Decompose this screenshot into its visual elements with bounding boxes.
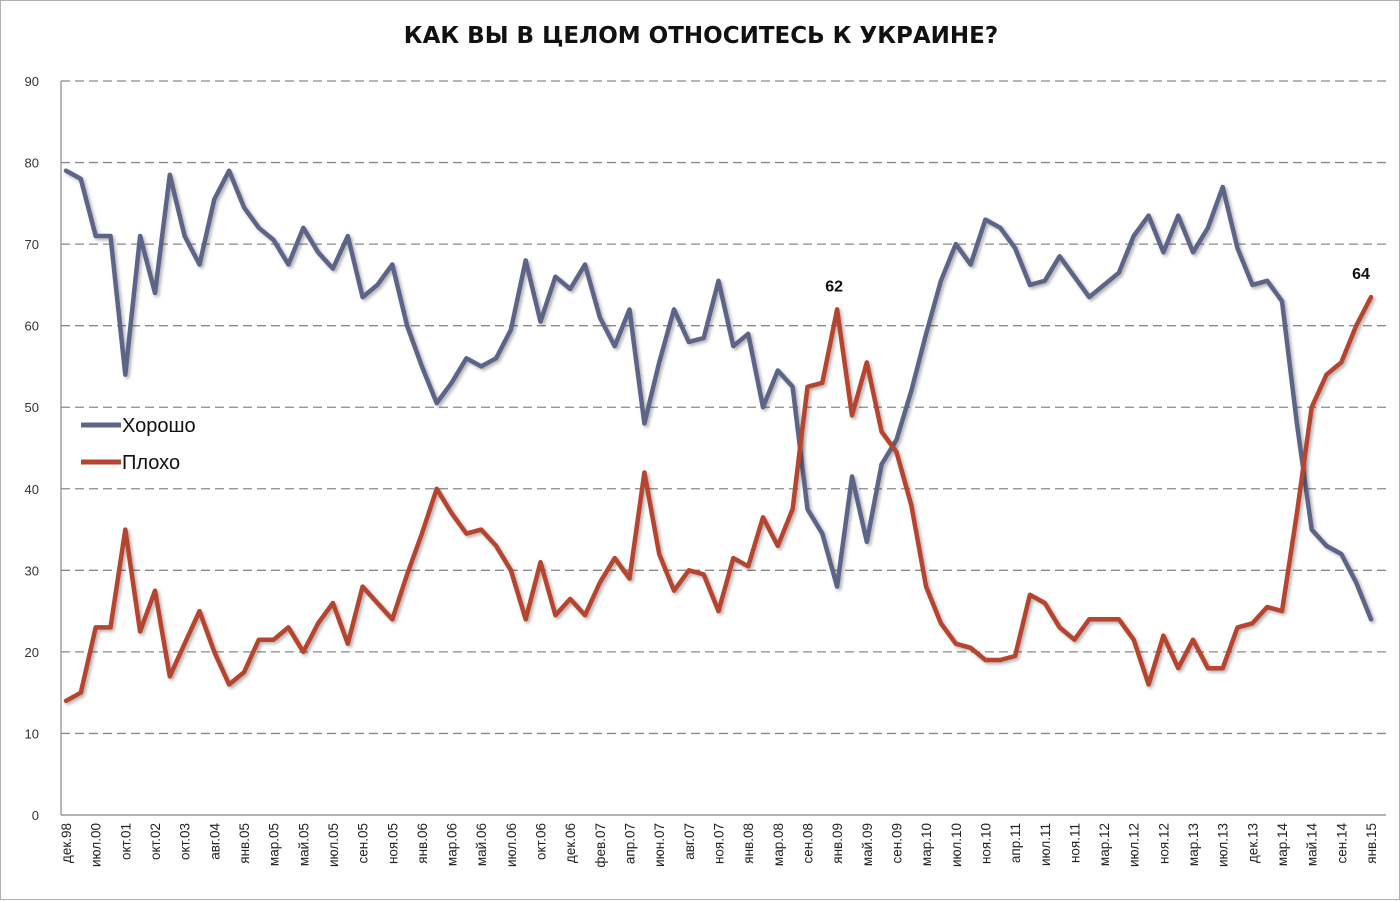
x-tick-label: авг.04 (207, 823, 222, 860)
series-line (66, 171, 1371, 620)
x-tick-label: авг.07 (682, 823, 697, 860)
series-bad (66, 297, 1371, 701)
y-tick-label: 60 (25, 319, 39, 334)
x-tick-label: июл.12 (1127, 823, 1142, 867)
x-tick-label: июл.00 (89, 823, 104, 867)
x-tick-label: апр.07 (623, 823, 638, 864)
x-tick-label: сен.14 (1334, 823, 1349, 864)
x-tick-label: ноя.12 (1156, 823, 1171, 864)
y-tick-label: 70 (25, 237, 39, 252)
x-tick-label: янв.06 (415, 823, 430, 864)
x-tick-label: окт.03 (178, 823, 193, 860)
y-tick-label: 0 (32, 808, 39, 823)
data-label: 64 (1352, 266, 1370, 283)
y-tick-label: 80 (25, 156, 39, 171)
legend-label: Плохо (122, 452, 180, 474)
x-tick-label: сен.09 (889, 823, 904, 863)
x-tick-label: май.09 (860, 823, 875, 866)
y-tick-label: 50 (25, 400, 39, 415)
x-tick-label: дек.13 (1245, 823, 1260, 863)
y-tick-label: 20 (25, 645, 39, 660)
x-tick-label: мар.05 (267, 823, 282, 866)
x-tick-label: янв.05 (237, 823, 252, 864)
x-tick-label: янв.09 (830, 823, 845, 864)
x-tick-label: дек.98 (59, 823, 74, 863)
x-tick-label: июл.05 (326, 823, 341, 867)
x-tick-label: май.05 (296, 823, 311, 866)
x-tick-label: ноя.10 (978, 823, 993, 864)
x-tick-label: июл.10 (949, 823, 964, 867)
x-tick-label: ноя.11 (1067, 823, 1082, 863)
x-tick-label: мар.06 (445, 823, 460, 866)
legend-label: Хорошо (122, 415, 196, 437)
x-tick-label: июн.07 (652, 823, 667, 867)
x-tick-label: ноя.05 (385, 823, 400, 864)
series-line (66, 297, 1371, 701)
x-tick-label: дек.06 (563, 823, 578, 863)
x-tick-label: фев.07 (593, 823, 608, 868)
x-tick-label: июл.11 (1038, 823, 1053, 866)
x-tick-label: окт.06 (534, 823, 549, 860)
x-tick-label: ноя.07 (712, 823, 727, 864)
x-tick-label: июл.13 (1216, 823, 1231, 867)
data-label: 62 (825, 278, 843, 295)
x-tick-label: мар.12 (1097, 823, 1112, 866)
x-tick-label: мар.13 (1186, 823, 1201, 866)
x-tick-label: апр.11 (1008, 823, 1023, 863)
y-tick-label: 90 (25, 74, 39, 89)
x-tick-label: окт.01 (118, 823, 133, 860)
x-tick-label: янв.15 (1364, 823, 1379, 864)
x-tick-label: июл.06 (504, 823, 519, 867)
x-tick-label: сен.05 (356, 823, 371, 863)
x-tick-label: сен.08 (800, 823, 815, 863)
x-tick-label: май.14 (1305, 823, 1320, 867)
x-tick-label: янв.08 (741, 823, 756, 864)
y-tick-label: 30 (25, 563, 39, 578)
y-tick-label: 10 (25, 726, 39, 741)
x-tick-label: окт.02 (148, 823, 163, 860)
x-tick-label: мар.08 (771, 823, 786, 866)
x-tick-label: май.06 (474, 823, 489, 866)
series-good (66, 171, 1371, 620)
x-tick-label: мар.10 (919, 823, 934, 866)
y-tick-label: 40 (25, 482, 39, 497)
x-tick-label: мар.14 (1275, 823, 1290, 867)
